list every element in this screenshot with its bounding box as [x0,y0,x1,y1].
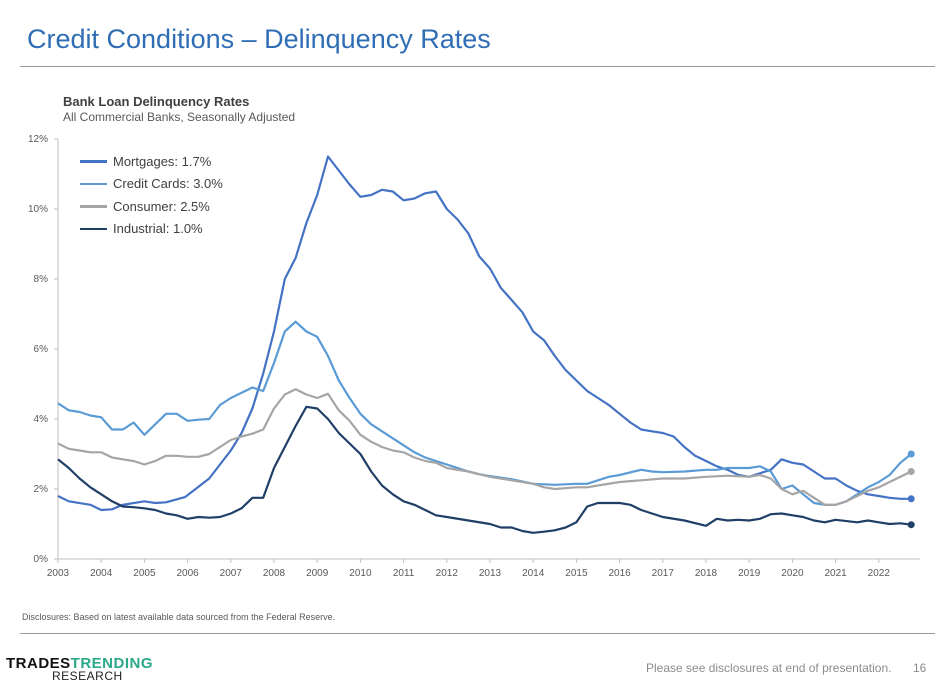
x-tick-label: 2016 [608,568,631,579]
x-tick-label: 2018 [695,568,718,579]
legend-swatch [80,160,107,163]
x-tick-label: 2008 [263,568,286,579]
x-tick-label: 2020 [781,568,804,579]
chart-legend: Mortgages: 1.7% Credit Cards: 3.0% Consu… [80,150,223,240]
title-divider [20,66,935,67]
x-tick-label: 2003 [47,568,70,579]
x-tick-label: 2021 [824,568,847,579]
legend-swatch [80,205,107,208]
legend-swatch [80,227,107,230]
y-tick-label: 0% [34,554,49,565]
chart-subtitle: All Commercial Banks, Seasonally Adjuste… [63,110,296,124]
legend-item-industrial: Industrial: 1.0% [80,218,223,241]
series-end-marker-consumer [907,468,915,475]
x-tick-label: 2012 [436,568,459,579]
series-end-marker-industrial [907,521,915,529]
legend-label: Industrial: 1.0% [113,221,203,237]
x-tick-label: 2014 [522,568,545,579]
legend-item-mortgages: Mortgages: 1.7% [80,150,223,173]
series-end-marker-mortgages [907,495,915,503]
legend-swatch [80,182,107,185]
y-tick-label: 8% [34,274,49,285]
disclosure-text: Disclosures: Based on latest available d… [22,612,336,622]
x-tick-label: 2011 [393,568,415,579]
legend-item-credit-cards: Credit Cards: 3.0% [80,173,223,196]
series-end-marker-credit-cards [907,450,915,458]
y-tick-label: 10% [28,204,48,215]
x-tick-label: 2004 [90,568,113,579]
legend-label: Mortgages: 1.7% [113,153,212,169]
y-tick-label: 4% [34,414,49,425]
x-tick-label: 2015 [565,568,588,579]
y-tick-label: 6% [34,344,49,355]
company-logo: TRADESTRENDING [6,655,154,672]
legend-label: Consumer: 2.5% [113,198,210,214]
series-line-industrial [57,405,912,534]
x-tick-label: 2017 [652,568,675,579]
company-logo-subtitle: RESEARCH [52,669,123,683]
footer-note: Please see disclosures at end of present… [646,661,892,675]
x-tick-label: 2019 [738,568,761,579]
x-tick-label: 2010 [349,568,372,579]
x-tick-label: 2007 [220,568,243,579]
y-tick-label: 12% [28,134,48,145]
chart-title: Bank Loan Delinquency Rates [63,94,250,109]
series-line-mortgages [57,155,912,512]
y-tick-label: 2% [34,484,49,495]
page-number: 16 [913,661,927,675]
series-line-credit-cards [57,320,912,506]
x-tick-label: 2005 [133,568,156,579]
legend-item-consumer: Consumer: 2.5% [80,195,223,218]
page-title: Credit Conditions – Delinquency Rates [27,24,491,54]
footer-divider [20,633,935,634]
x-tick-label: 2022 [868,568,891,579]
x-tick-label: 2009 [306,568,329,579]
series-line-consumer [57,388,912,506]
legend-label: Credit Cards: 3.0% [113,176,223,192]
x-tick-label: 2006 [176,568,199,579]
x-tick-label: 2013 [479,568,502,579]
